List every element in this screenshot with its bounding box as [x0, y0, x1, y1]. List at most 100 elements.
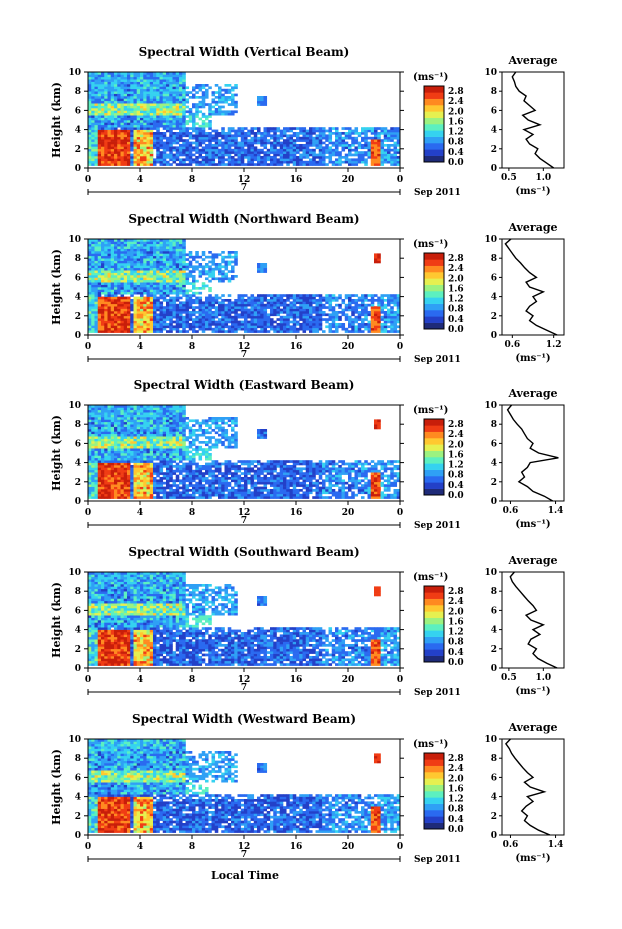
heatmap-cell: [309, 134, 313, 138]
heatmap-cell: [309, 296, 313, 300]
heatmap-cell: [127, 108, 131, 111]
heatmap-cell: [296, 156, 300, 159]
heatmap-cell: [94, 481, 99, 485]
heatmap-cell: [140, 148, 144, 152]
heatmap-cell: [94, 88, 99, 92]
heatmap-cell: [146, 96, 151, 99]
heatmap-cell: [179, 320, 183, 324]
heatmap-cell: [117, 407, 121, 411]
heatmap-cell: [227, 153, 232, 157]
heatmap-cell: [159, 84, 164, 87]
heatmap-cell: [114, 457, 118, 461]
heatmap-cell: [364, 139, 368, 142]
heatmap-cell: [101, 151, 105, 154]
heatmap-cell: [94, 479, 99, 483]
heatmap-cell: [127, 325, 131, 329]
heatmap-cell: [97, 311, 102, 314]
heatmap-cell: [185, 265, 190, 269]
heatmap-cell: [247, 299, 251, 302]
heatmap-cell: [185, 272, 190, 276]
heatmap-cell: [123, 311, 128, 314]
heatmap-cell: [143, 105, 147, 109]
heatmap-cell: [123, 465, 128, 468]
heatmap-cell: [179, 270, 183, 273]
heatmap-cell: [130, 279, 134, 283]
heatmap-cell: [114, 76, 118, 80]
heatmap-cell: [97, 139, 102, 142]
heatmap-cell: [364, 311, 368, 314]
heatmap-cell: [94, 270, 99, 273]
heatmap-cell: [257, 139, 261, 142]
heatmap-cell: [383, 315, 388, 319]
heatmap-cell: [266, 330, 271, 333]
heatmap-cell: [149, 296, 154, 300]
heatmap-cell: [123, 84, 128, 87]
heatmap-cell: [250, 330, 255, 333]
heatmap-cell: [94, 438, 99, 442]
heatmap-cell: [162, 146, 167, 150]
heatmap-cell: [88, 455, 92, 459]
heatmap-cell: [120, 284, 125, 288]
heatmap-cell: [192, 120, 196, 123]
heatmap-cell: [143, 301, 147, 305]
heatmap-cell: [140, 134, 144, 138]
heatmap-cell: [123, 284, 128, 288]
heatmap-cell: [114, 98, 118, 102]
heatmap-cell: [257, 265, 261, 269]
heatmap-cell: [153, 88, 157, 92]
heatmap-cell: [114, 251, 118, 254]
heatmap-cell: [120, 158, 125, 162]
heatmap-cell: [309, 151, 313, 154]
heatmap-cell: [325, 129, 329, 133]
heatmap-cell: [101, 303, 105, 307]
heatmap-cell: [383, 313, 388, 317]
heatmap-cell: [120, 301, 125, 305]
heatmap-cell: [136, 76, 141, 80]
heatmap-cell: [292, 160, 297, 164]
heatmap-cell: [140, 76, 144, 80]
heatmap-cell: [377, 253, 381, 257]
heatmap-cell: [123, 103, 128, 106]
heatmap-cell: [201, 306, 206, 309]
heatmap-cell: [354, 315, 359, 319]
heatmap-cell: [162, 246, 167, 249]
heatmap-cell: [393, 299, 398, 302]
heatmap-cell: [351, 323, 355, 326]
heatmap-cell: [169, 84, 173, 87]
heatmap-cell: [208, 124, 212, 128]
heatmap-cell: [276, 158, 281, 162]
heatmap-cell: [159, 146, 164, 150]
heatmap-cell: [286, 318, 290, 321]
heatmap-cell: [244, 315, 248, 319]
heatmap-cell: [162, 239, 167, 242]
heatmap-cell: [205, 153, 209, 157]
heatmap-cell: [185, 308, 190, 312]
heatmap-cell: [331, 160, 336, 164]
heatmap-cell: [110, 294, 115, 297]
heatmap-cell: [88, 243, 92, 247]
heatmap-cell: [120, 296, 125, 300]
heatmap-cell: [169, 96, 173, 99]
heatmap-cell: [153, 110, 157, 114]
heatmap-cell: [192, 294, 196, 297]
heatmap-cell: [172, 122, 177, 126]
heatmap-cell: [107, 296, 112, 300]
heatmap-cell: [335, 153, 339, 157]
heatmap-cell: [107, 311, 112, 314]
heatmap-cell: [348, 306, 352, 309]
heatmap-cell: [117, 306, 121, 309]
heatmap-cell: [296, 148, 300, 152]
heatmap-cell: [257, 151, 261, 154]
heatmap-cell: [149, 301, 154, 305]
heatmap-cell: [299, 156, 303, 159]
heatmap-cell: [120, 294, 125, 297]
heatmap-cell: [357, 153, 362, 157]
heatmap-cell: [169, 253, 173, 257]
heatmap-cell: [182, 246, 186, 249]
heatmap-cell: [91, 270, 95, 273]
heatmap-cell: [149, 246, 154, 249]
heatmap-cell: [247, 134, 251, 138]
heatmap-cell: [159, 313, 164, 317]
heatmap-cell: [136, 248, 141, 252]
